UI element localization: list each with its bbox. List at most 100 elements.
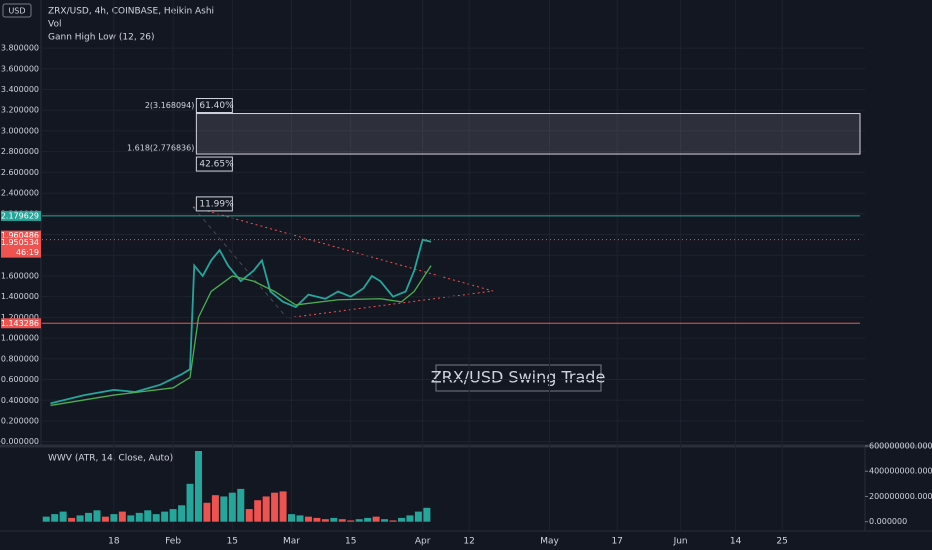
bar <box>228 492 236 522</box>
bar <box>85 512 93 522</box>
y-tick-label: 600000000.000000 <box>869 441 932 450</box>
y-tick-label: 3.800000 <box>1 44 39 53</box>
bar <box>161 511 169 522</box>
pct-label: 61.40% <box>199 101 234 111</box>
bar <box>406 515 414 522</box>
bar <box>68 517 76 522</box>
bar <box>152 514 160 522</box>
price-badge-label: 1.950534 <box>1 238 39 247</box>
bar <box>51 514 59 522</box>
x-tick-label: 12 <box>463 537 474 547</box>
bar <box>42 516 50 522</box>
bar <box>93 510 101 522</box>
y-tick-label: 2.400000 <box>1 189 39 198</box>
legend-item: Vol <box>48 20 61 30</box>
y-tick-label: 1.000000 <box>1 334 39 343</box>
x-tick-label: Mar <box>283 537 300 547</box>
y-tick-label: 1.600000 <box>1 271 39 280</box>
pane-title: WWV (ATR, 14, Close, Auto) <box>48 454 173 464</box>
x-tick-label: May <box>540 537 559 547</box>
bar <box>118 511 126 522</box>
bar <box>186 483 194 522</box>
bar <box>76 515 84 522</box>
bar <box>381 519 389 522</box>
bar <box>220 496 228 522</box>
bar <box>144 510 152 522</box>
x-tick-label: 18 <box>108 537 120 547</box>
bar <box>245 509 253 522</box>
x-tick-label: 17 <box>611 537 622 547</box>
y-tick-label: 3.200000 <box>1 106 39 115</box>
bar <box>254 500 262 522</box>
y-tick-label: -0.000000 <box>0 437 39 446</box>
bar <box>304 516 312 522</box>
currency: USD <box>8 7 25 16</box>
price-badge <box>1 237 41 258</box>
y-tick-label: 2.600000 <box>1 168 39 177</box>
bar <box>313 517 321 522</box>
x-tick-label: Feb <box>165 537 181 547</box>
y-tick-label: 0.600000 <box>1 375 39 384</box>
y-tick-label: 3.000000 <box>1 126 39 135</box>
bar <box>296 515 304 522</box>
y-tick-label: 200000000.000000 <box>869 492 932 501</box>
bar <box>423 507 431 522</box>
price-badge <box>1 230 41 241</box>
countdown: 46:19 <box>16 248 39 257</box>
bar <box>237 488 245 522</box>
pct-label: 42.65% <box>199 160 234 170</box>
bar <box>321 519 329 522</box>
legend-item: Gann High Low (12, 26) <box>48 33 155 43</box>
pct-label: 11.99% <box>199 199 234 209</box>
y-tick-label: 400000000.000000 <box>869 467 932 476</box>
bar <box>135 512 143 522</box>
gann-level-label: 1.618(2.776836) <box>127 144 194 153</box>
price-badge-label: 2.179629 <box>1 211 39 220</box>
bar <box>288 514 296 522</box>
price-line <box>50 238 432 405</box>
bar <box>372 516 380 522</box>
pct-badge <box>195 98 233 114</box>
currency-badge[interactable] <box>2 3 32 18</box>
gann-box <box>195 113 861 155</box>
x-tick-label: 15 <box>345 537 356 547</box>
bar <box>110 514 118 522</box>
x-tick-label: 14 <box>730 537 742 547</box>
bar <box>127 515 135 522</box>
price-badge-label: 1.143286 <box>1 319 39 328</box>
bar <box>338 519 346 522</box>
bar <box>389 520 397 522</box>
y-tick-label: 1.200000 <box>1 313 39 322</box>
y-tick-label: 0.800000 <box>1 354 39 363</box>
y-tick-label: 3.600000 <box>1 64 39 73</box>
bar <box>355 519 363 522</box>
y-tick-label: 0.000000 <box>869 517 907 526</box>
triangle-pattern <box>192 206 494 319</box>
price-badge <box>1 210 41 221</box>
bar <box>271 492 279 522</box>
chart-title: ZRX/USD, 4h, COINBASE, Heikin Ashi <box>48 7 214 17</box>
bar <box>397 517 405 522</box>
y-tick-label: 0.200000 <box>1 416 39 425</box>
annotation-box <box>435 364 602 392</box>
bar <box>178 505 186 522</box>
bar <box>414 511 422 522</box>
bar <box>262 496 270 522</box>
bar <box>203 502 211 522</box>
y-tick-label: 2.800000 <box>1 147 39 156</box>
bar <box>364 517 372 522</box>
price-badge <box>1 318 41 329</box>
bar <box>101 516 109 522</box>
y-tick-label: 3.400000 <box>1 85 39 94</box>
annotation: ZRX/USD Swing Trade <box>431 368 606 387</box>
trend-line <box>192 206 288 319</box>
x-tick-label: 15 <box>227 537 238 547</box>
price-badge-label: 1.960486 <box>1 231 39 240</box>
bar <box>330 517 338 522</box>
bar <box>279 491 287 522</box>
y-tick-label: 0.400000 <box>1 396 39 405</box>
bar <box>169 509 177 522</box>
bar <box>194 451 202 522</box>
